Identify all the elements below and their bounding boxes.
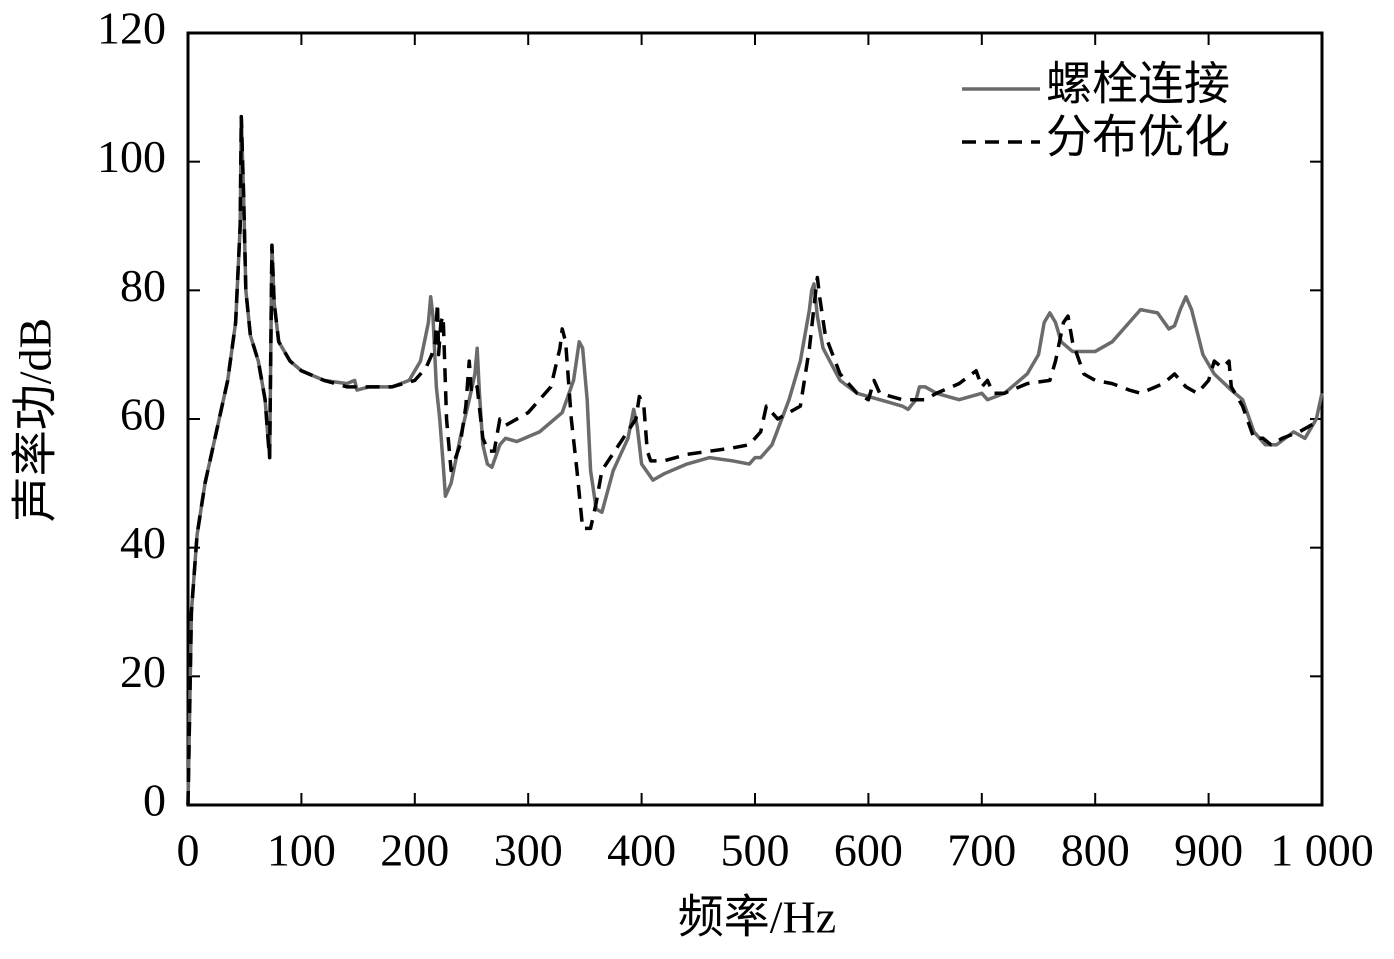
x-tick-label: 1 000 bbox=[1270, 825, 1374, 876]
x-tick-label: 700 bbox=[947, 825, 1016, 876]
series-line bbox=[186, 114, 1323, 806]
series-line bbox=[186, 114, 1324, 806]
y-tick-label: 80 bbox=[120, 260, 166, 311]
x-tick-label: 0 bbox=[177, 825, 200, 876]
y-tick-label: 20 bbox=[120, 646, 166, 697]
legend-label: 螺栓连接 bbox=[1046, 59, 1230, 110]
y-tick-label: 120 bbox=[97, 3, 166, 54]
x-tick-label: 500 bbox=[721, 825, 790, 876]
legend-label: 分布优化 bbox=[1046, 112, 1230, 163]
x-tick-label: 800 bbox=[1061, 825, 1130, 876]
x-tick-label: 100 bbox=[267, 825, 336, 876]
y-tick-label: 100 bbox=[97, 131, 166, 182]
x-axis-label: 频率/Hz bbox=[678, 892, 836, 943]
y-tick-label: 0 bbox=[143, 775, 166, 826]
x-tick-label: 900 bbox=[1174, 825, 1243, 876]
y-axis-label: 声率功/dB bbox=[10, 318, 61, 522]
x-tick-label: 600 bbox=[834, 825, 903, 876]
y-tick-label: 60 bbox=[120, 389, 166, 440]
x-tick-label: 200 bbox=[380, 825, 449, 876]
y-tick-label: 40 bbox=[120, 517, 166, 568]
x-tick-label: 300 bbox=[494, 825, 563, 876]
x-tick-label: 400 bbox=[607, 825, 676, 876]
